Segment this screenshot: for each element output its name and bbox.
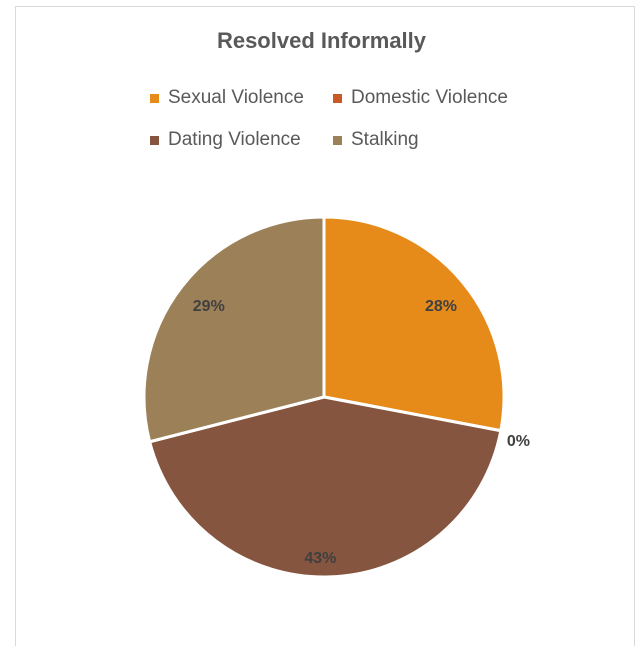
legend-item-stalking: Stalking <box>333 129 419 151</box>
data-label-dating-violence: 43% <box>304 550 336 567</box>
legend-label: Dating Violence <box>168 129 301 150</box>
pie-slice-stalking <box>142 215 326 444</box>
legend-item-domestic-violence: Domestic Violence <box>333 87 508 109</box>
legend-item-dating-violence: Dating Violence <box>150 129 301 151</box>
legend-item-sexual-violence: Sexual Violence <box>150 87 304 109</box>
chart-title: Resolved Informally <box>216 28 427 53</box>
legend-label: Sexual Violence <box>168 87 304 108</box>
data-label-sexual-violence: 28% <box>425 298 457 315</box>
legend-swatch-sexual-violence <box>150 93 159 103</box>
pie-slice-sexual-violence <box>322 215 506 433</box>
legend-label: Stalking <box>351 129 419 150</box>
pie-slice-dating-violence <box>147 395 503 579</box>
legend-swatch-dating-violence <box>150 135 159 145</box>
data-label-stalking: 29% <box>193 298 225 315</box>
legend-label: Domestic Violence <box>351 87 509 108</box>
legend-swatch-domestic-violence <box>333 93 342 103</box>
data-label-domestic-violence: 0% <box>507 433 530 450</box>
legend-swatch-stalking <box>333 135 342 145</box>
